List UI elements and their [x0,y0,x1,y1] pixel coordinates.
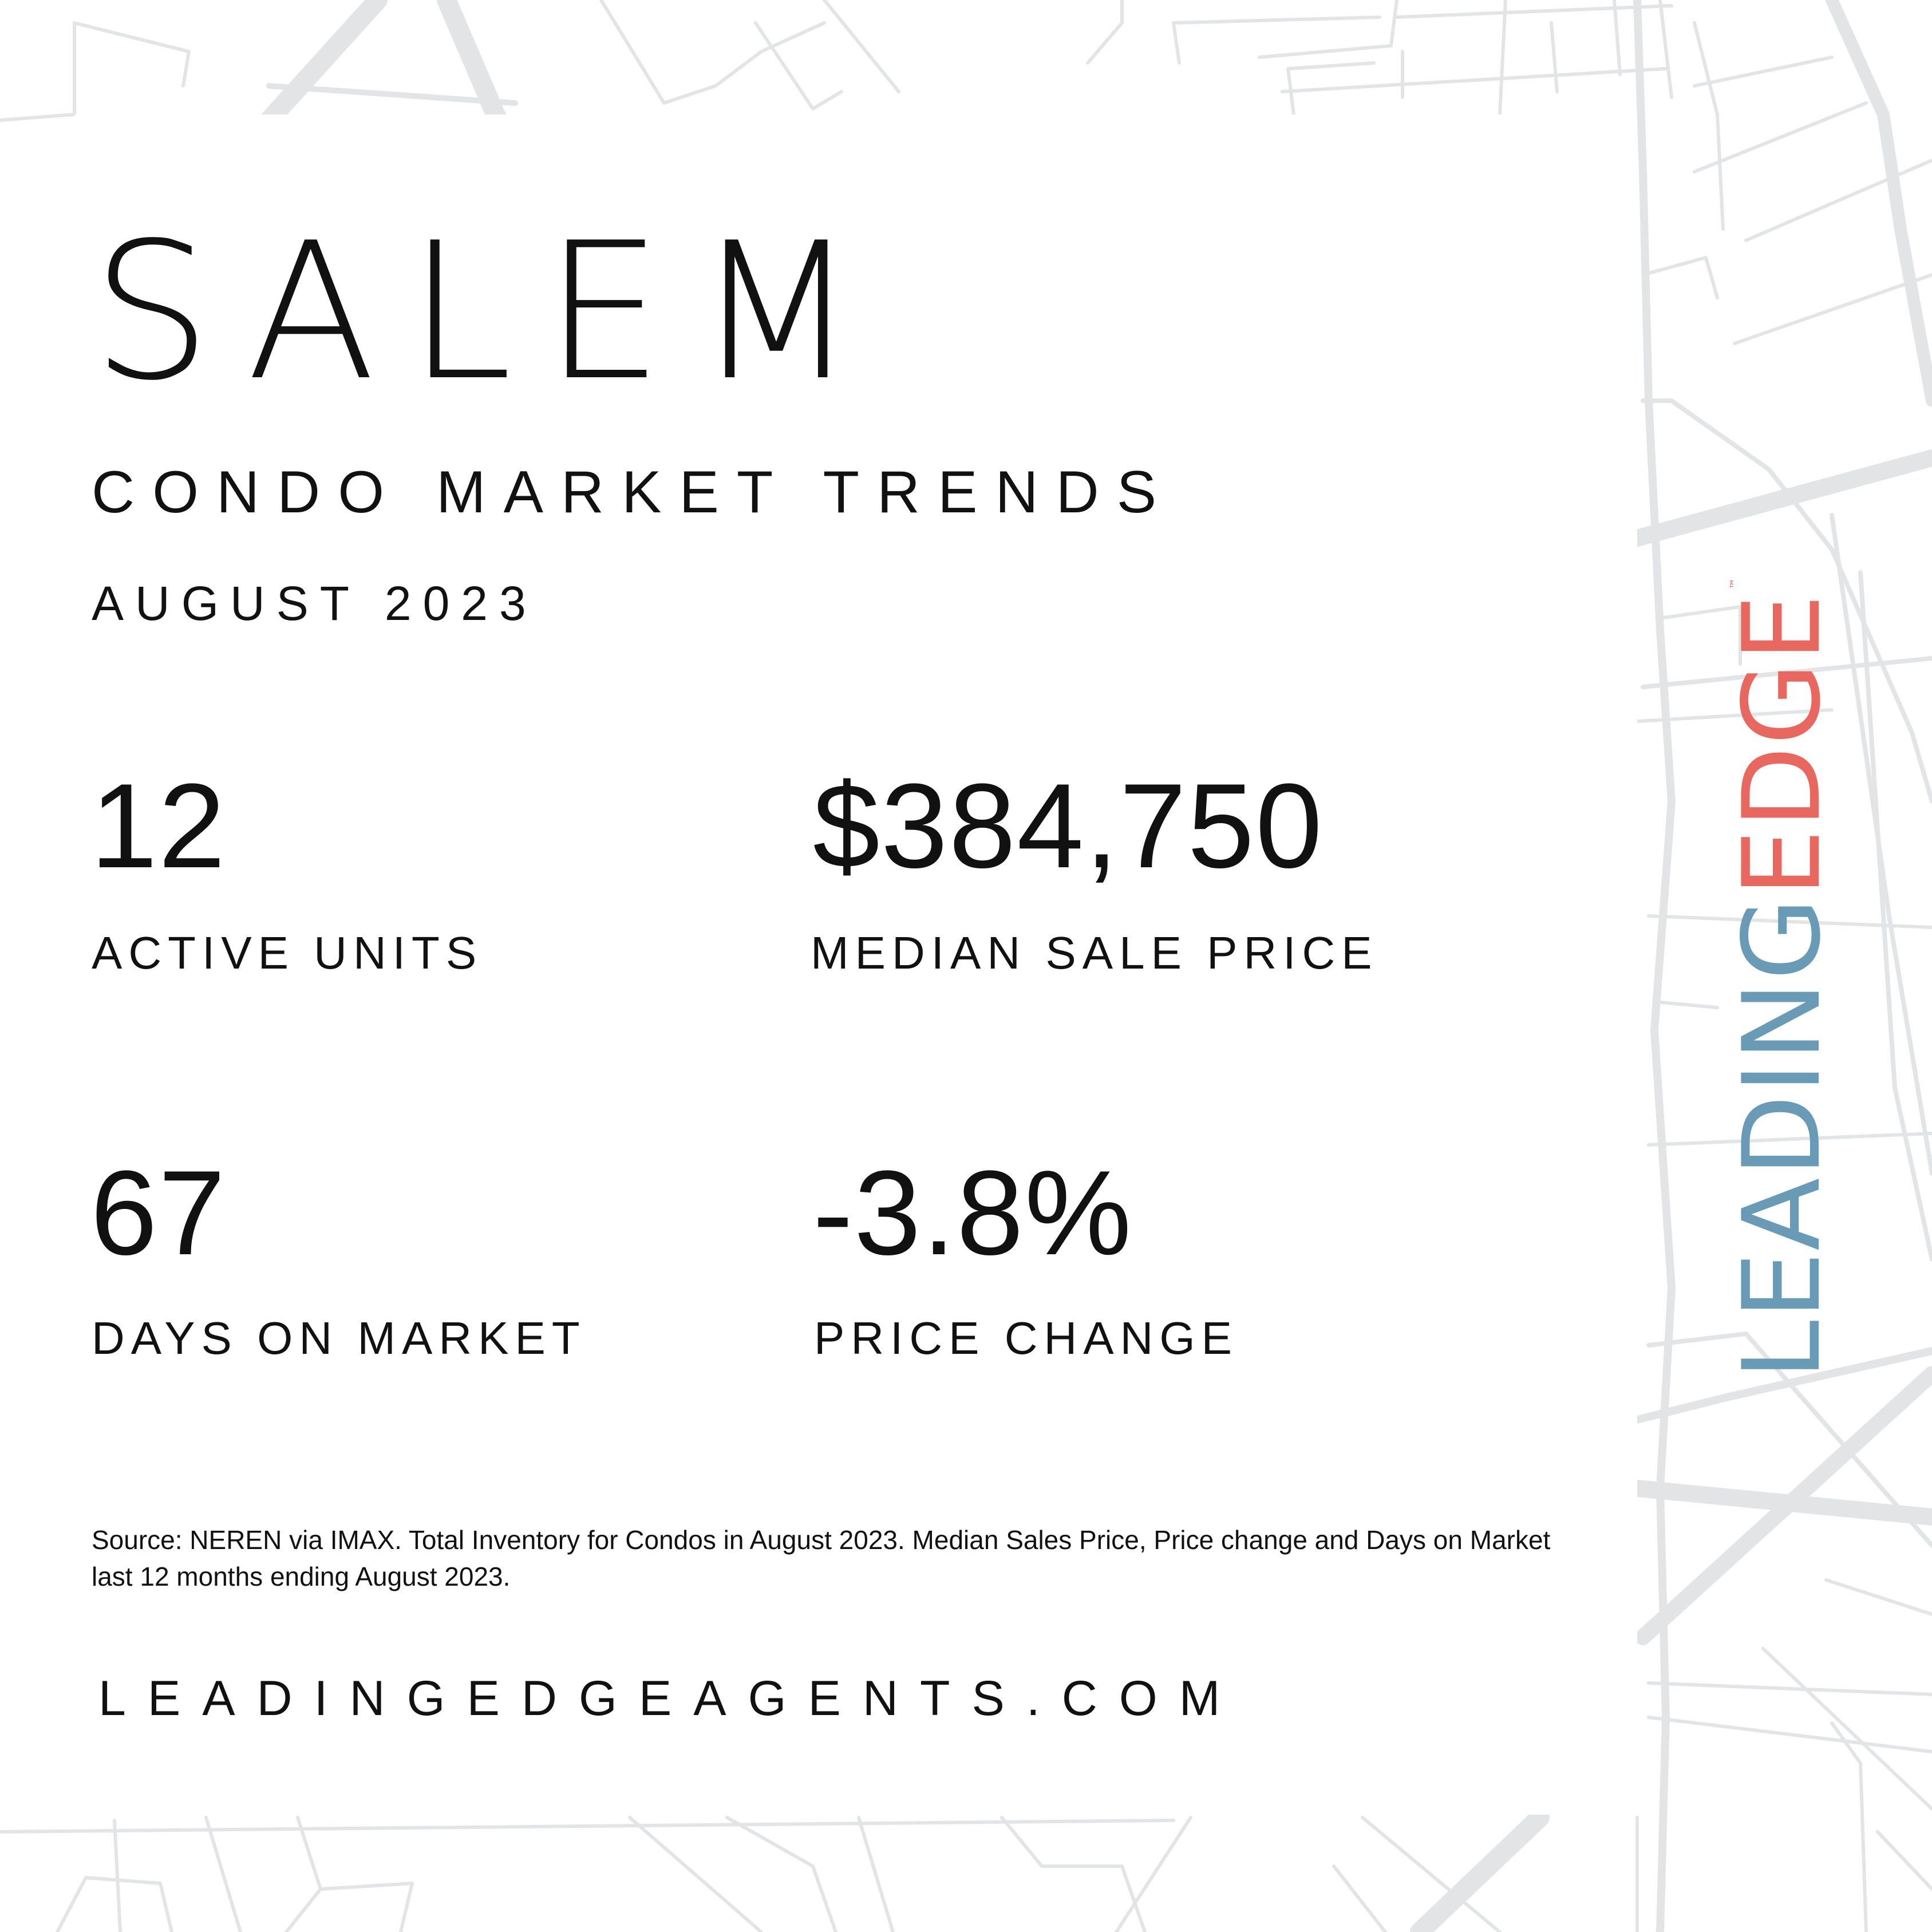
days-on-market-label: DAYS ON MARKET [92,1313,586,1364]
median-sale-price-value: $384,750 [813,758,1323,893]
median-sale-price-label: MEDIAN SALE PRICE [811,927,1378,978]
price-change-value: -3.8% [813,1145,1133,1280]
report-period: AUGUST 2023 [92,576,538,630]
logo-leading-text: LEADING [1720,896,1844,1380]
website-link[interactable]: LEADINGEDGEAGENTS.COM [98,1671,1242,1726]
logo-edge-text: EDGE [1720,592,1844,897]
leading-edge-logo: LEADINGEDGE ™ [1720,576,1844,1380]
trademark-symbol: ™ [1728,576,1741,590]
active-units-label: ACTIVE UNITS [92,927,483,978]
content-card [74,114,1637,1815]
report-subtitle: CONDO MARKET TRENDS [92,459,1175,526]
source-note: Source: NEREN via IMAX. Total Inventory … [92,1525,1551,1591]
price-change-label: PRICE CHANGE [814,1313,1238,1364]
days-on-market-value: 67 [90,1145,227,1280]
city-title: SALEM [92,202,890,422]
active-units-value: 12 [90,758,227,893]
